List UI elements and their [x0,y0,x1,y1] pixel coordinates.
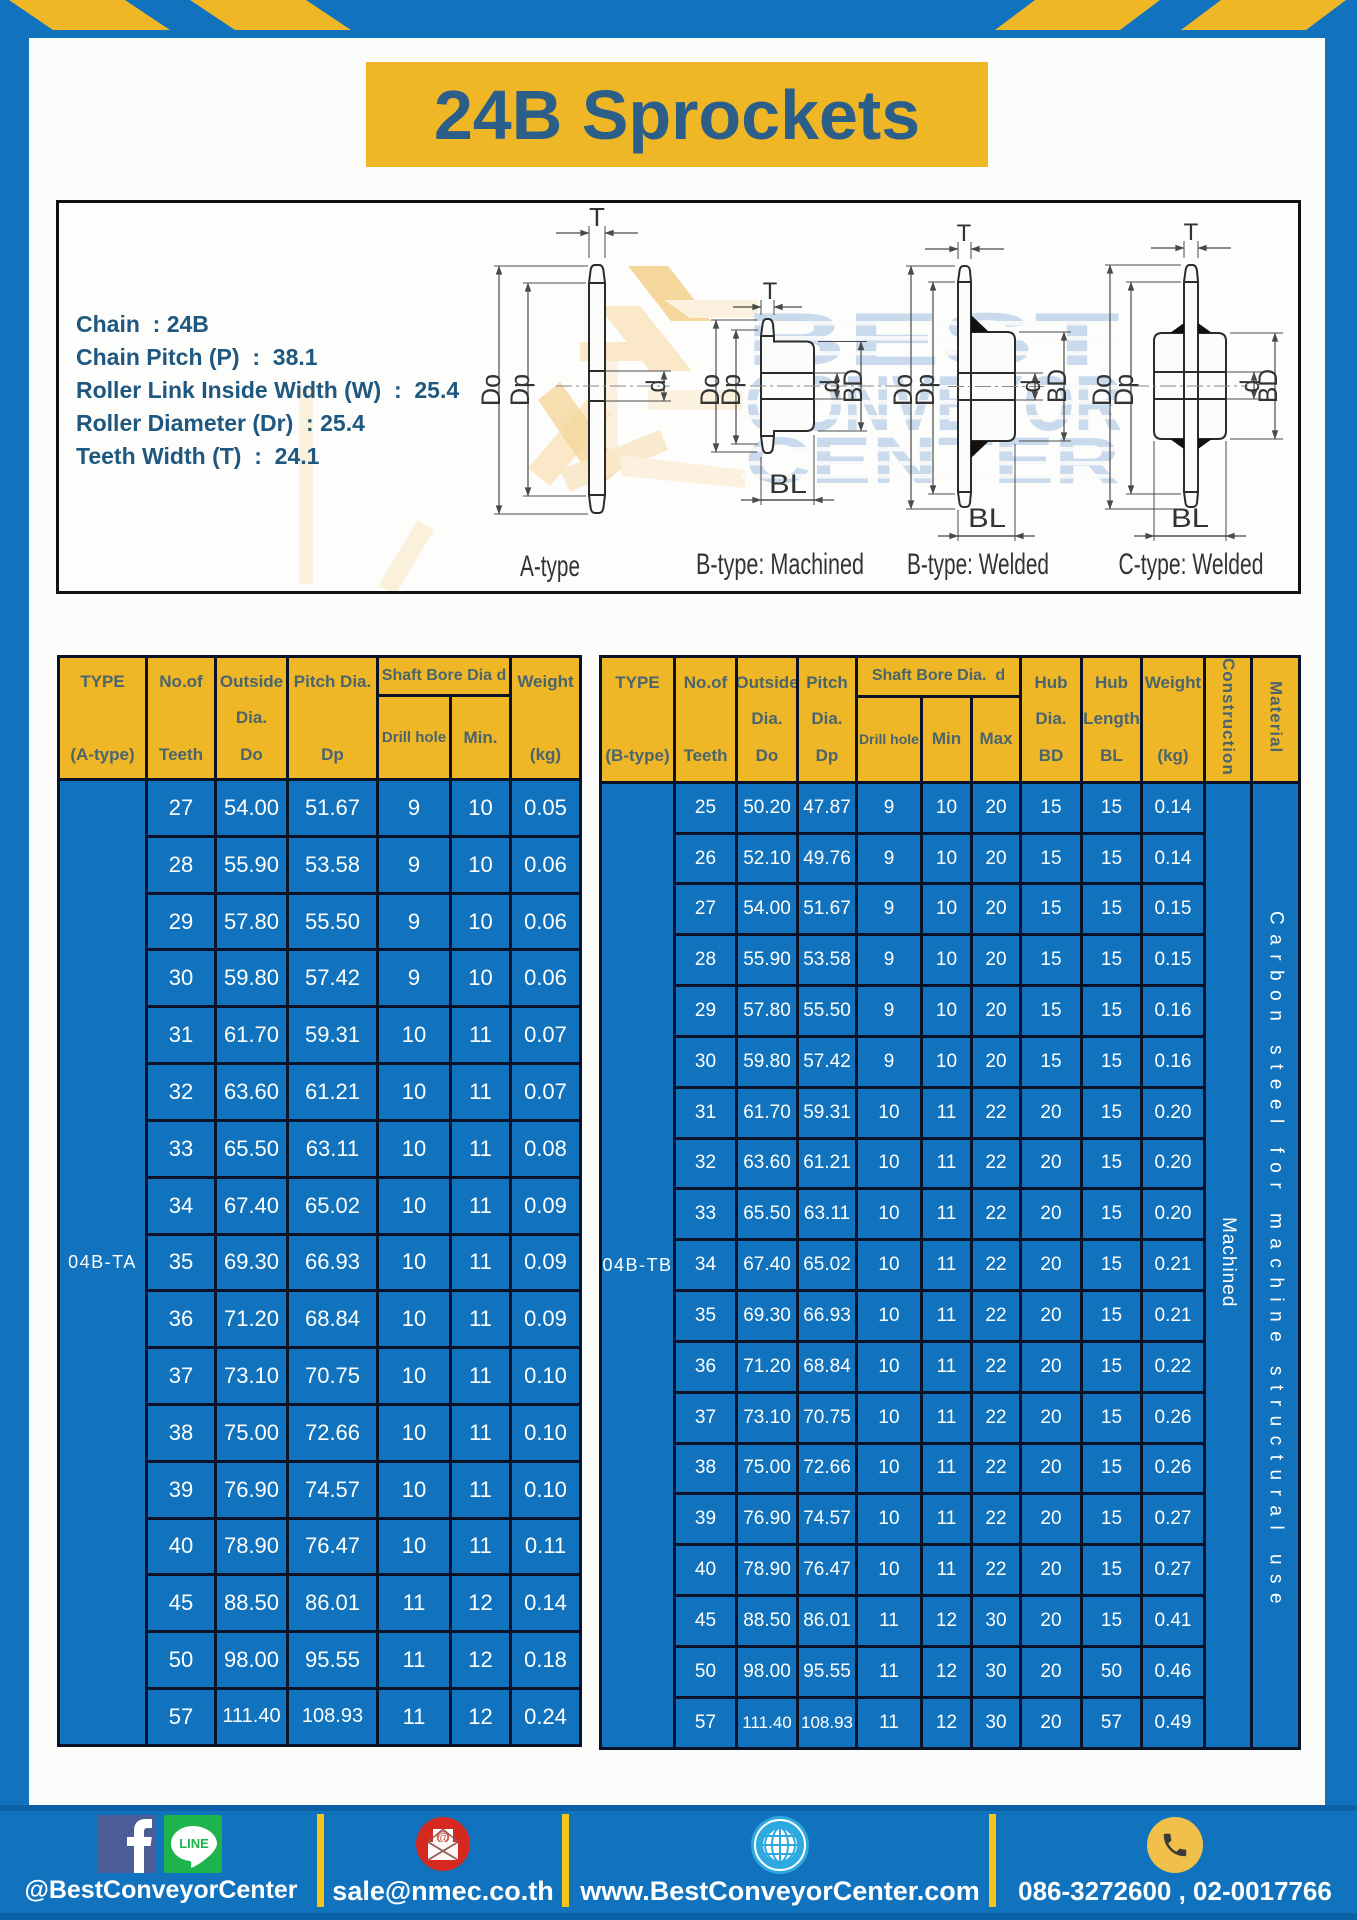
svg-text:Dp: Dp [505,374,535,406]
svg-text:BD: BD [1042,369,1072,403]
svg-text:Do: Do [695,374,725,406]
svg-text:d: d [1016,380,1046,393]
svg-text:Do: Do [1087,374,1117,406]
svg-text:T: T [589,203,605,232]
svg-text:T: T [763,278,778,305]
svg-text:d: d [1235,380,1265,393]
svg-text:T: T [957,220,972,247]
svg-text:Do: Do [476,374,506,406]
svg-text:BD: BD [1253,369,1283,403]
svg-text:A-type: A-type [520,550,580,583]
svg-text:B-type: Welded: B-type: Welded [907,548,1049,581]
svg-text:Do: Do [888,374,918,406]
svg-text:Dp: Dp [1109,374,1139,406]
svg-text:T: T [1184,219,1199,246]
svg-text:B-type: Machined: B-type: Machined [696,548,864,581]
svg-text:C-type: Welded: C-type: Welded [1119,548,1264,581]
svg-text:Dp: Dp [910,374,940,406]
svg-text:d: d [641,380,671,393]
svg-text:BL: BL [968,503,1006,533]
svg-text:BL: BL [1171,503,1209,533]
svg-text:Dp: Dp [716,374,746,406]
svg-text:d: d [815,380,845,393]
svg-text:BL: BL [769,469,807,499]
svg-text:LINE: LINE [179,1836,209,1851]
svg-text:BD: BD [838,369,868,403]
svg-text:@: @ [437,1831,449,1845]
